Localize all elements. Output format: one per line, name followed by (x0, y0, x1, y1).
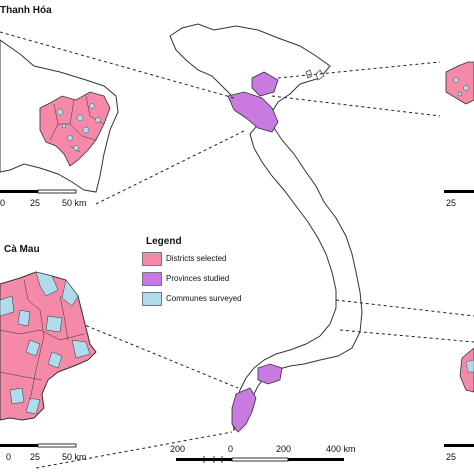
province-thanh-hoa (227, 91, 279, 133)
main-scale-label-0: 200 (170, 444, 185, 454)
ca-mau-scale-25: 25 (30, 452, 40, 462)
legend-label-districts: Districts selected (166, 254, 227, 263)
province-north (251, 71, 279, 97)
right-top-scale-bar (444, 190, 474, 193)
legend: Legend Districts selected Provinces stud… (138, 232, 258, 312)
main-scale-bar (176, 456, 344, 463)
ca-mau-communes (0, 271, 91, 415)
inset-thanh-hoa: Thanh Hóa 0 25 50 km (0, 5, 119, 208)
thanh-hoa-communes (56, 103, 101, 151)
legend-swatch-districts (142, 252, 162, 266)
main-scale-label-3: 400 km (326, 444, 356, 454)
legend-label-communes: Communes surveyed (166, 294, 242, 303)
ca-mau-scale-50: 50 km (62, 452, 87, 462)
right-top-scale-25: 25 (446, 198, 456, 208)
right-bottom-scale-bar (444, 444, 474, 447)
legend-item-provinces: Provinces studied (142, 272, 262, 286)
ca-mau-outline (0, 271, 97, 421)
islands (305, 69, 325, 81)
inset-right-top: 25 (444, 61, 474, 208)
right-bottom-districts (459, 347, 474, 393)
thanh-hoa-scale-0: 0 (0, 198, 5, 208)
province-south-1 (257, 363, 283, 385)
ca-mau-scale-0: 0 (6, 452, 11, 462)
province-ca-mau (231, 387, 257, 433)
main-scale-label-1: 0 (228, 444, 233, 454)
legend-title: Legend (146, 236, 182, 247)
connector-lines (0, 31, 474, 469)
legend-swatch-provinces (142, 272, 162, 286)
legend-item-communes: Communes surveyed (142, 292, 262, 306)
legend-item-districts: Districts selected (142, 252, 262, 266)
legend-label-provinces: Provinces studied (166, 274, 230, 283)
main-scale-label-2: 200 (276, 444, 291, 454)
thanh-hoa-scale-50: 50 km (62, 198, 87, 208)
thanh-hoa-scale-bar (0, 189, 77, 194)
inset-right-bottom: 25 (444, 347, 474, 462)
right-bottom-scale-25: 25 (446, 452, 456, 462)
thanh-hoa-title: Thanh Hóa (0, 5, 52, 16)
ca-mau-scale-bar (0, 443, 77, 448)
inset-ca-mau: Cà Mau 0 25 50 km (0, 244, 97, 462)
ca-mau-title: Cà Mau (4, 244, 40, 255)
thanh-hoa-scale-25: 25 (30, 198, 40, 208)
legend-swatch-communes (142, 292, 162, 306)
right-top-districts (445, 61, 474, 105)
